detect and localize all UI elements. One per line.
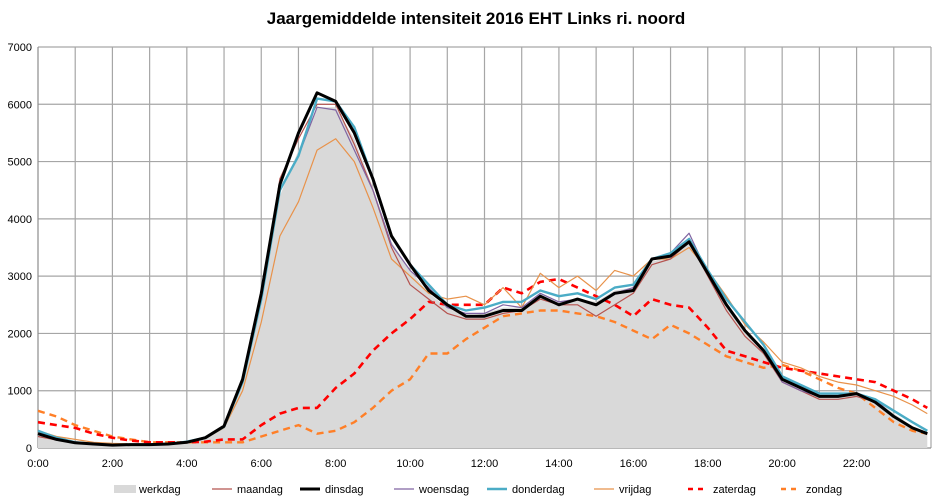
x-tick-label: 18:00 — [694, 458, 722, 470]
x-tick-label: 22:00 — [843, 458, 871, 470]
x-axis: 0:00 2:00 4:00 6:00 8:00 10:00 12:00 14:00 16:00… — [27, 458, 870, 470]
y-tick-label: 0 — [26, 443, 32, 455]
y-tick-label: 4000 — [8, 214, 32, 226]
legend-item-vrijdag: vrijdag — [594, 484, 651, 496]
legend-item-zondag: zondag — [781, 484, 842, 496]
y-tick-label: 7000 — [8, 42, 32, 54]
series-zondag — [37, 309, 928, 444]
x-tick-label: 2:00 — [102, 458, 123, 470]
series-werkdag — [38, 107, 928, 448]
legend-item-woensdag: woensdag — [394, 484, 469, 496]
legend-label: werkdag — [138, 484, 181, 496]
legend-label: dinsdag — [325, 484, 364, 496]
legend-swatch — [114, 485, 136, 493]
y-tick-label: 2000 — [8, 328, 32, 340]
x-tick-label: 20:00 — [768, 458, 796, 470]
chart-title: Jaargemiddelde intensiteit 2016 EHT Link… — [267, 9, 686, 28]
x-tick-label: 16:00 — [620, 458, 648, 470]
x-tick-label: 4:00 — [176, 458, 197, 470]
legend-item-zaterdag: zaterdag — [688, 484, 756, 496]
legend-label: zondag — [806, 484, 842, 496]
y-tick-label: 6000 — [8, 99, 32, 111]
x-tick-label: 8:00 — [325, 458, 346, 470]
y-tick-label: 3000 — [8, 271, 32, 283]
y-tick-label: 1000 — [8, 386, 32, 398]
y-tick-label: 5000 — [8, 157, 32, 169]
x-tick-label: 6:00 — [251, 458, 272, 470]
x-tick-label: 0:00 — [27, 458, 48, 470]
legend-item-maandag: maandag — [212, 484, 283, 496]
y-axis: 0 1000 2000 3000 4000 5000 6000 7000 — [8, 42, 32, 455]
x-tick-label: 14:00 — [545, 458, 573, 470]
area-layer — [38, 107, 928, 448]
legend-label: zaterdag — [713, 484, 756, 496]
legend: werkdag maandag dinsdag woensdag donderdag vr… — [114, 484, 842, 496]
legend-label: woensdag — [418, 484, 469, 496]
legend-label: donderdag — [512, 484, 565, 496]
legend-item-dinsdag: dinsdag — [300, 484, 364, 496]
legend-item-donderdag: donderdag — [487, 484, 565, 496]
legend-label: maandag — [237, 484, 283, 496]
x-tick-label: 10:00 — [396, 458, 424, 470]
series-dinsdag — [37, 91, 928, 447]
legend-label: vrijdag — [619, 484, 651, 496]
x-tick-label: 12:00 — [471, 458, 499, 470]
legend-item-werkdag: werkdag — [114, 484, 181, 496]
lines-layer — [37, 91, 928, 447]
